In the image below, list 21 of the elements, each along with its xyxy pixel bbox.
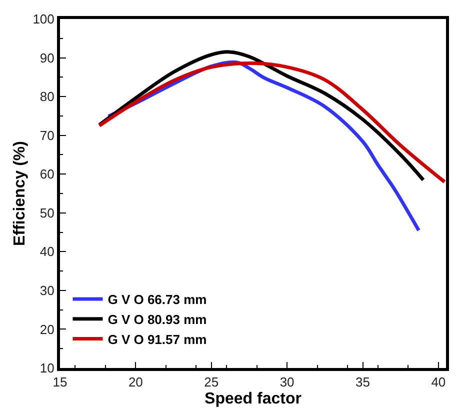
x-tick-label: 15 [52,374,68,390]
y-tick-label: 80 [40,89,54,104]
y-tick-label: 70 [40,128,54,143]
x-axis-title: Speed factor [204,390,302,408]
x-tick-label: 40 [431,374,446,390]
y-tick-label: 50 [40,205,54,220]
x-tick-label: 30 [280,374,294,390]
legend-label: G V O 80.93 mm [108,312,207,327]
y-tick-label: 30 [40,282,54,298]
y-axis-title: Efficiency (%) [12,141,29,246]
y-tick-label: 100 [32,12,54,27]
x-tick-label: 20 [128,374,143,390]
y-tick-label: 10 [40,360,54,376]
y-tick-label: 40 [40,244,54,260]
x-tick-label: 35 [356,374,370,390]
y-tick-label: 20 [40,322,54,337]
y-tick-label: 60 [40,166,54,182]
legend-label: G V O 91.57 mm [108,332,207,347]
y-tick-label: 90 [40,50,54,66]
legend-label: G V O 66.73 mm [108,292,207,308]
x-tick-label: 25 [204,374,219,390]
